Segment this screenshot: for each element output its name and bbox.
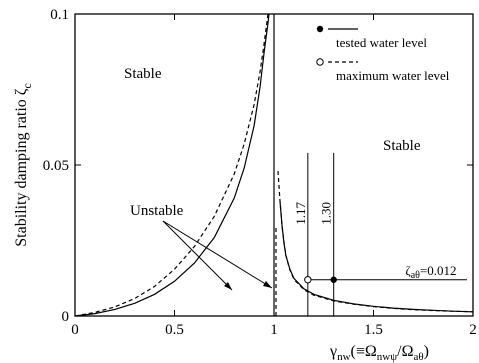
series-maximum-left-branch — [74, 13, 269, 317]
axis-ticks: 0 0.5 1 1.5 2 0 0.05 0.1 — [43, 7, 477, 338]
unstable-arrow-left — [162, 220, 233, 291]
y-axis-title-sub: c — [20, 83, 34, 88]
legend-marker-tested — [316, 25, 324, 33]
label-stable-right: Stable — [383, 138, 421, 154]
legend-label-maximum: maximum water level — [336, 68, 450, 83]
x-axis-title-sub1: nw — [337, 351, 351, 363]
series-tested-left-branch — [74, 13, 270, 317]
label-zeta-value: =0.012 — [420, 263, 457, 278]
series-maximum-right-branch — [277, 170, 474, 313]
x-axis-title-gamma: γ — [329, 343, 337, 360]
series-curves — [74, 13, 474, 317]
x-tick-label: 1.5 — [364, 322, 383, 338]
x-tick-label: 0.5 — [165, 322, 184, 338]
x-axis-title-sub3: aθ — [413, 351, 423, 363]
y-axis-title: Stability damping ratio ζc — [13, 83, 34, 247]
x-axis-title-sub2: nwψ — [377, 351, 397, 363]
legend-label-tested: tested water level — [336, 35, 427, 50]
x-axis-title-mid: /Ω — [397, 343, 413, 360]
label-zeta: ζaθ=0.012 — [405, 263, 456, 281]
unstable-arrow-right — [162, 220, 273, 289]
x-axis-title: γnw(≡Ωnwψ/Ωaθ) — [329, 343, 429, 363]
series-tested-right-branch — [279, 201, 474, 313]
unstable-arrowhead-right — [263, 281, 272, 288]
x-axis-title-paren: (≡Ω — [351, 343, 377, 360]
y-tick-label: 0 — [62, 309, 70, 325]
marker-layer: 1.17 1.30 ζaθ=0.012 — [293, 152, 467, 316]
marker-open-point — [304, 276, 312, 284]
x-axis-title-end: ) — [424, 343, 429, 360]
x-tick-label: 2 — [469, 322, 477, 338]
marker-filled-point — [330, 276, 337, 283]
y-tick-label: 0.05 — [43, 158, 69, 174]
label-zeta-symbol: ζ — [405, 263, 411, 278]
label-zeta-sub: aθ — [411, 270, 420, 281]
y-axis-title-main: Stability damping ratio ζ — [13, 88, 30, 247]
legend-marker-maximum — [316, 58, 324, 66]
unstable-arrowhead-left — [224, 282, 232, 290]
label-unstable: Unstable — [130, 203, 184, 219]
x-tick-label: 0 — [71, 322, 79, 338]
y-tick-label: 0.1 — [50, 7, 69, 23]
x-tick-label: 1 — [270, 322, 278, 338]
label-stable-left: Stable — [124, 66, 162, 82]
label-130: 1.30 — [319, 202, 334, 225]
label-117: 1.17 — [293, 201, 308, 224]
